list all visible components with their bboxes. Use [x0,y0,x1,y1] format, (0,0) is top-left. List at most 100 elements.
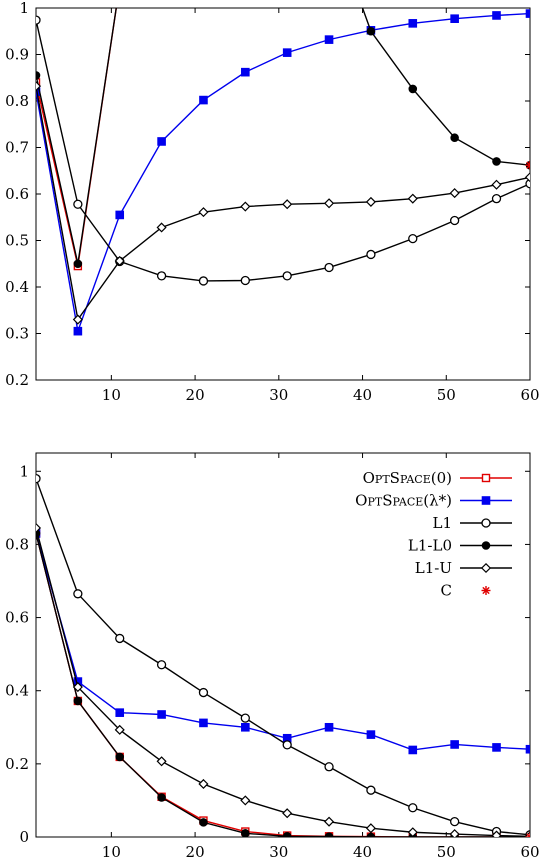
series-c [525,832,530,837]
data-point-l1l0b [366,26,376,36]
series-opt0 [36,529,530,837]
data-point-l1u [449,188,460,199]
plot-area [36,8,530,336]
x-tick-label: 40 [353,843,372,861]
data-point-l1u [524,172,530,183]
series-c [525,160,530,170]
data-point-l1 [282,740,292,750]
data-point-l1u [156,222,167,233]
legend-marker [481,473,491,483]
x-tick-label: 10 [102,386,121,404]
series-optL [36,529,530,755]
data-point-optL [450,740,459,749]
data-point-optL [324,722,334,732]
data-point-l1 [156,271,167,281]
x-tick-label: 60 [520,386,539,404]
data-point-l1 [115,633,125,644]
y-tick-label: 0.4 [5,682,29,700]
data-point-c [525,160,530,170]
x-tick-label: 30 [269,843,288,861]
legend-marker [481,586,491,595]
legend-entry-optL: OPTSPACE(λ*) [355,492,512,510]
data-point-l1 [198,276,209,286]
x-tick-label: 20 [186,386,205,404]
data-point-l1l0 [366,832,376,837]
x-tick-label: 40 [353,386,372,404]
plot-frame [35,452,531,838]
legend-entry-l1u: L1-U [415,559,512,577]
data-point-l1u [156,756,167,767]
y-tick-label: 0.2 [5,371,29,389]
series-l1 [36,473,530,837]
data-point-l1u [491,179,502,190]
plot-area [36,473,530,837]
data-point-optL [241,67,250,77]
data-point-optL [450,14,459,23]
data-point-l1 [36,473,41,484]
x-tick-label: 50 [437,386,456,404]
data-point-l1u [72,314,83,325]
y-tick-label: 1 [19,462,29,480]
data-point-optL [199,718,208,728]
data-point-l1u [240,795,251,806]
data-point-l1 [198,687,209,698]
data-point-l1 [73,589,83,599]
data-point-optL [282,48,292,57]
data-point-l1 [408,233,418,244]
x-tick-label: 30 [269,386,288,404]
y-tick-label: 0.7 [5,139,29,157]
legend-entry-l1: L1 [432,514,512,532]
y-tick-label: 0.2 [5,755,29,773]
data-point-l1l0b [492,157,501,166]
data-point-optL [241,722,250,732]
data-point-l1 [324,762,334,772]
data-point-l1u [365,823,376,834]
legend-label: L1-L0 [408,537,452,555]
data-point-l1u [449,829,460,837]
y-tick-label: 1 [19,0,29,17]
series-line-l1u [36,527,530,837]
data-point-l1l0a [73,259,83,269]
data-point-l1u [324,198,335,209]
data-point-optL [408,19,418,28]
data-point-l1l0 [157,793,166,802]
series-line-l1u [36,85,530,322]
series-line-optL [36,12,530,334]
series-line-opt0 [36,533,530,837]
series-l1u [36,522,530,837]
data-point-l1 [449,816,460,827]
data-point-l1 [449,215,460,226]
data-point-l1 [408,803,418,813]
chart-panel-1: 10 20 30 40 50 60 0.2 0.3 0.4 0.5 0.6 0.7 0.8 0.9 1 [5,0,539,404]
x-tick-label: 20 [186,843,205,861]
data-point-l1u [114,255,125,267]
data-point-c [525,832,530,837]
data-point-optL [525,744,530,754]
data-point-l1l0b [450,133,459,143]
legend-label: L1-U [415,559,452,577]
y-tick-label: 0.8 [5,535,29,553]
x-tick-label: 10 [102,843,121,861]
data-point-optL [199,95,208,105]
legend-label: L1 [432,514,452,532]
legend-entry-l1l0: L1-L0 [408,537,512,555]
series-l1l0a [36,8,117,269]
y-tick-label: 0.3 [5,325,29,343]
legend-entry-c: C [441,582,491,600]
y-tick-label: 0.5 [5,232,29,250]
data-point-l1l0 [241,829,250,837]
data-point-l1u [114,724,125,735]
data-point-l1l0a [36,71,41,80]
data-point-l1 [324,262,334,273]
data-point-l1u [365,196,376,207]
x-tick-label: 60 [520,843,539,861]
data-point-l1 [156,660,167,670]
data-point-optL [492,11,501,20]
legend-marker [481,541,491,550]
data-point-l1l0 [324,832,334,837]
series-line-l1l0 [36,533,530,837]
data-point-l1 [366,785,376,795]
data-point-optL [157,710,166,719]
data-point-l1u [36,522,42,534]
legend-marker [481,518,491,528]
